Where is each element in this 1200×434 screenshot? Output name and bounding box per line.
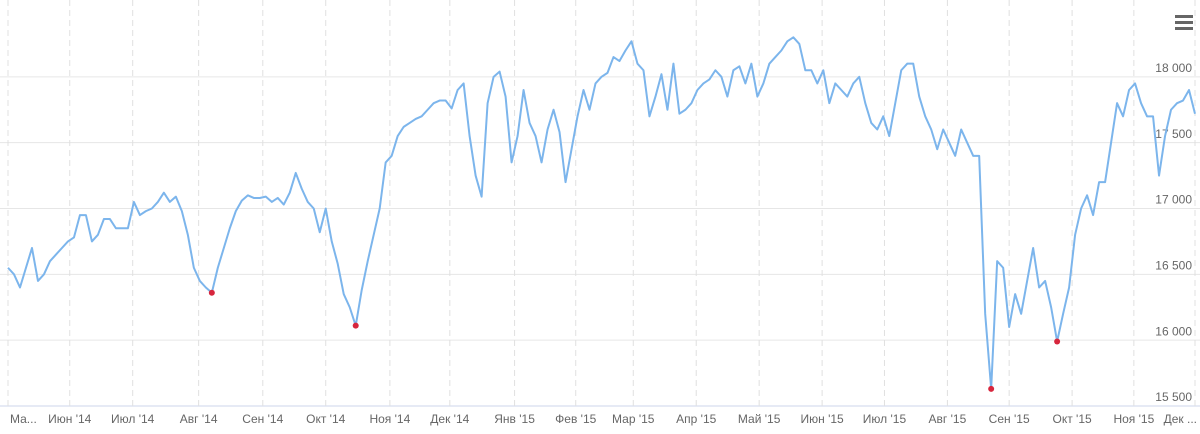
x-tick-label: Сен '14 (242, 412, 283, 426)
x-tick-label: Апр '15 (676, 412, 716, 426)
x-tick-label: Май '15 (738, 412, 781, 426)
y-tick-label: 17 000 (1155, 193, 1192, 207)
x-tick-label: Фев '15 (555, 412, 596, 426)
x-tick-label: Янв '15 (494, 412, 535, 426)
x-tick-label: Ма... (10, 412, 37, 426)
x-tick-label: Окт '15 (1053, 412, 1093, 426)
highlight-point (208, 289, 215, 296)
y-tick-label: 16 000 (1155, 324, 1192, 338)
y-tick-label: 16 500 (1155, 259, 1192, 273)
x-tick-label: Окт '14 (306, 412, 346, 426)
y-tick-label: 15 500 (1155, 390, 1192, 404)
x-tick-label: Июл '15 (863, 412, 907, 426)
highlight-point (1054, 338, 1061, 345)
menu-bar (1175, 15, 1193, 18)
x-tick-label: Июл '14 (111, 412, 155, 426)
menu-button[interactable] (1175, 15, 1193, 30)
line (7, 36, 1196, 390)
y-tick-label: 17 500 (1155, 127, 1192, 141)
x-tick-label: Ноя '15 (1113, 412, 1154, 426)
x-tick-label: Авг '15 (929, 412, 967, 426)
x-tick-label: Июн '14 (48, 412, 92, 426)
x-tick-label: Сен '15 (989, 412, 1030, 426)
x-tick-label: Ноя '14 (369, 412, 410, 426)
x-tick-label: Авг '14 (180, 412, 218, 426)
x-tick-label: Дек '14 (430, 412, 469, 426)
menu-bar (1175, 21, 1193, 24)
x-tick-label: Дек ... (1164, 412, 1197, 426)
highlight-point (988, 385, 995, 392)
menu-bar (1175, 27, 1193, 30)
x-tick-label: Июн '15 (800, 412, 844, 426)
highlight-point (352, 322, 359, 329)
y-tick-label: 18 000 (1155, 61, 1192, 75)
x-tick-label: Мар '15 (612, 412, 655, 426)
